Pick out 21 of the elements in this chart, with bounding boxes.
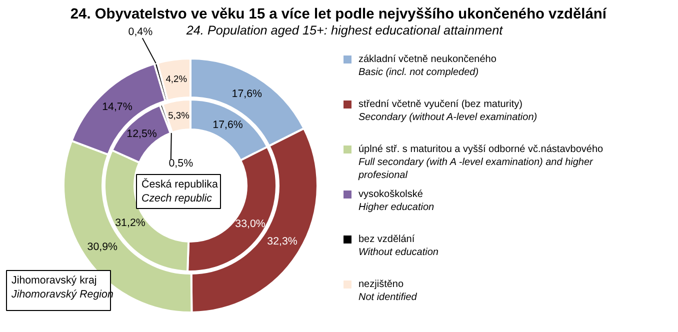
data-label: 31,2% — [115, 217, 146, 230]
data-label: 5,3% — [168, 110, 190, 120]
slice-label: Česká republika Czech republic — [142, 178, 218, 204]
data-label: 17,6% — [232, 88, 263, 100]
legend-label: vysokoškolské Higher education — [358, 189, 435, 213]
data-label: 14,7% — [102, 100, 133, 113]
legend-label: bez vzdělání Without education — [358, 234, 439, 258]
data-label: 32,3% — [267, 235, 298, 248]
data-label: 0,4% — [128, 26, 154, 38]
data-label: 33,0% — [235, 218, 266, 230]
legend-label: střední včetně vyučení (bez maturity) Secondary (without A-level examination) — [358, 99, 538, 123]
legend-label: nezjištěno Not identified — [358, 279, 418, 303]
data-label: 12,5% — [126, 128, 158, 140]
data-label: 30,9% — [87, 241, 118, 254]
chart-title: 24. Obyvatelstvo ve věku 15 a více let podle nejvyššího ukončeného vzdělání — [70, 6, 608, 22]
data-label: 17,6% — [212, 119, 244, 132]
chart-subtitle: 24. Population aged 15+: highest educational attainment — [185, 24, 504, 38]
legend-label: základní včetně neukončeného Basic (incl. not compleded) — [358, 54, 497, 78]
data-label: 4,2% — [166, 74, 188, 84]
legend-label: úplné stř. s maturitou a vyšší odborné vč.nástavbového Full secondary (with A -level examination) and higher profesional — [358, 144, 604, 181]
data-label: 0,5% — [168, 158, 194, 170]
